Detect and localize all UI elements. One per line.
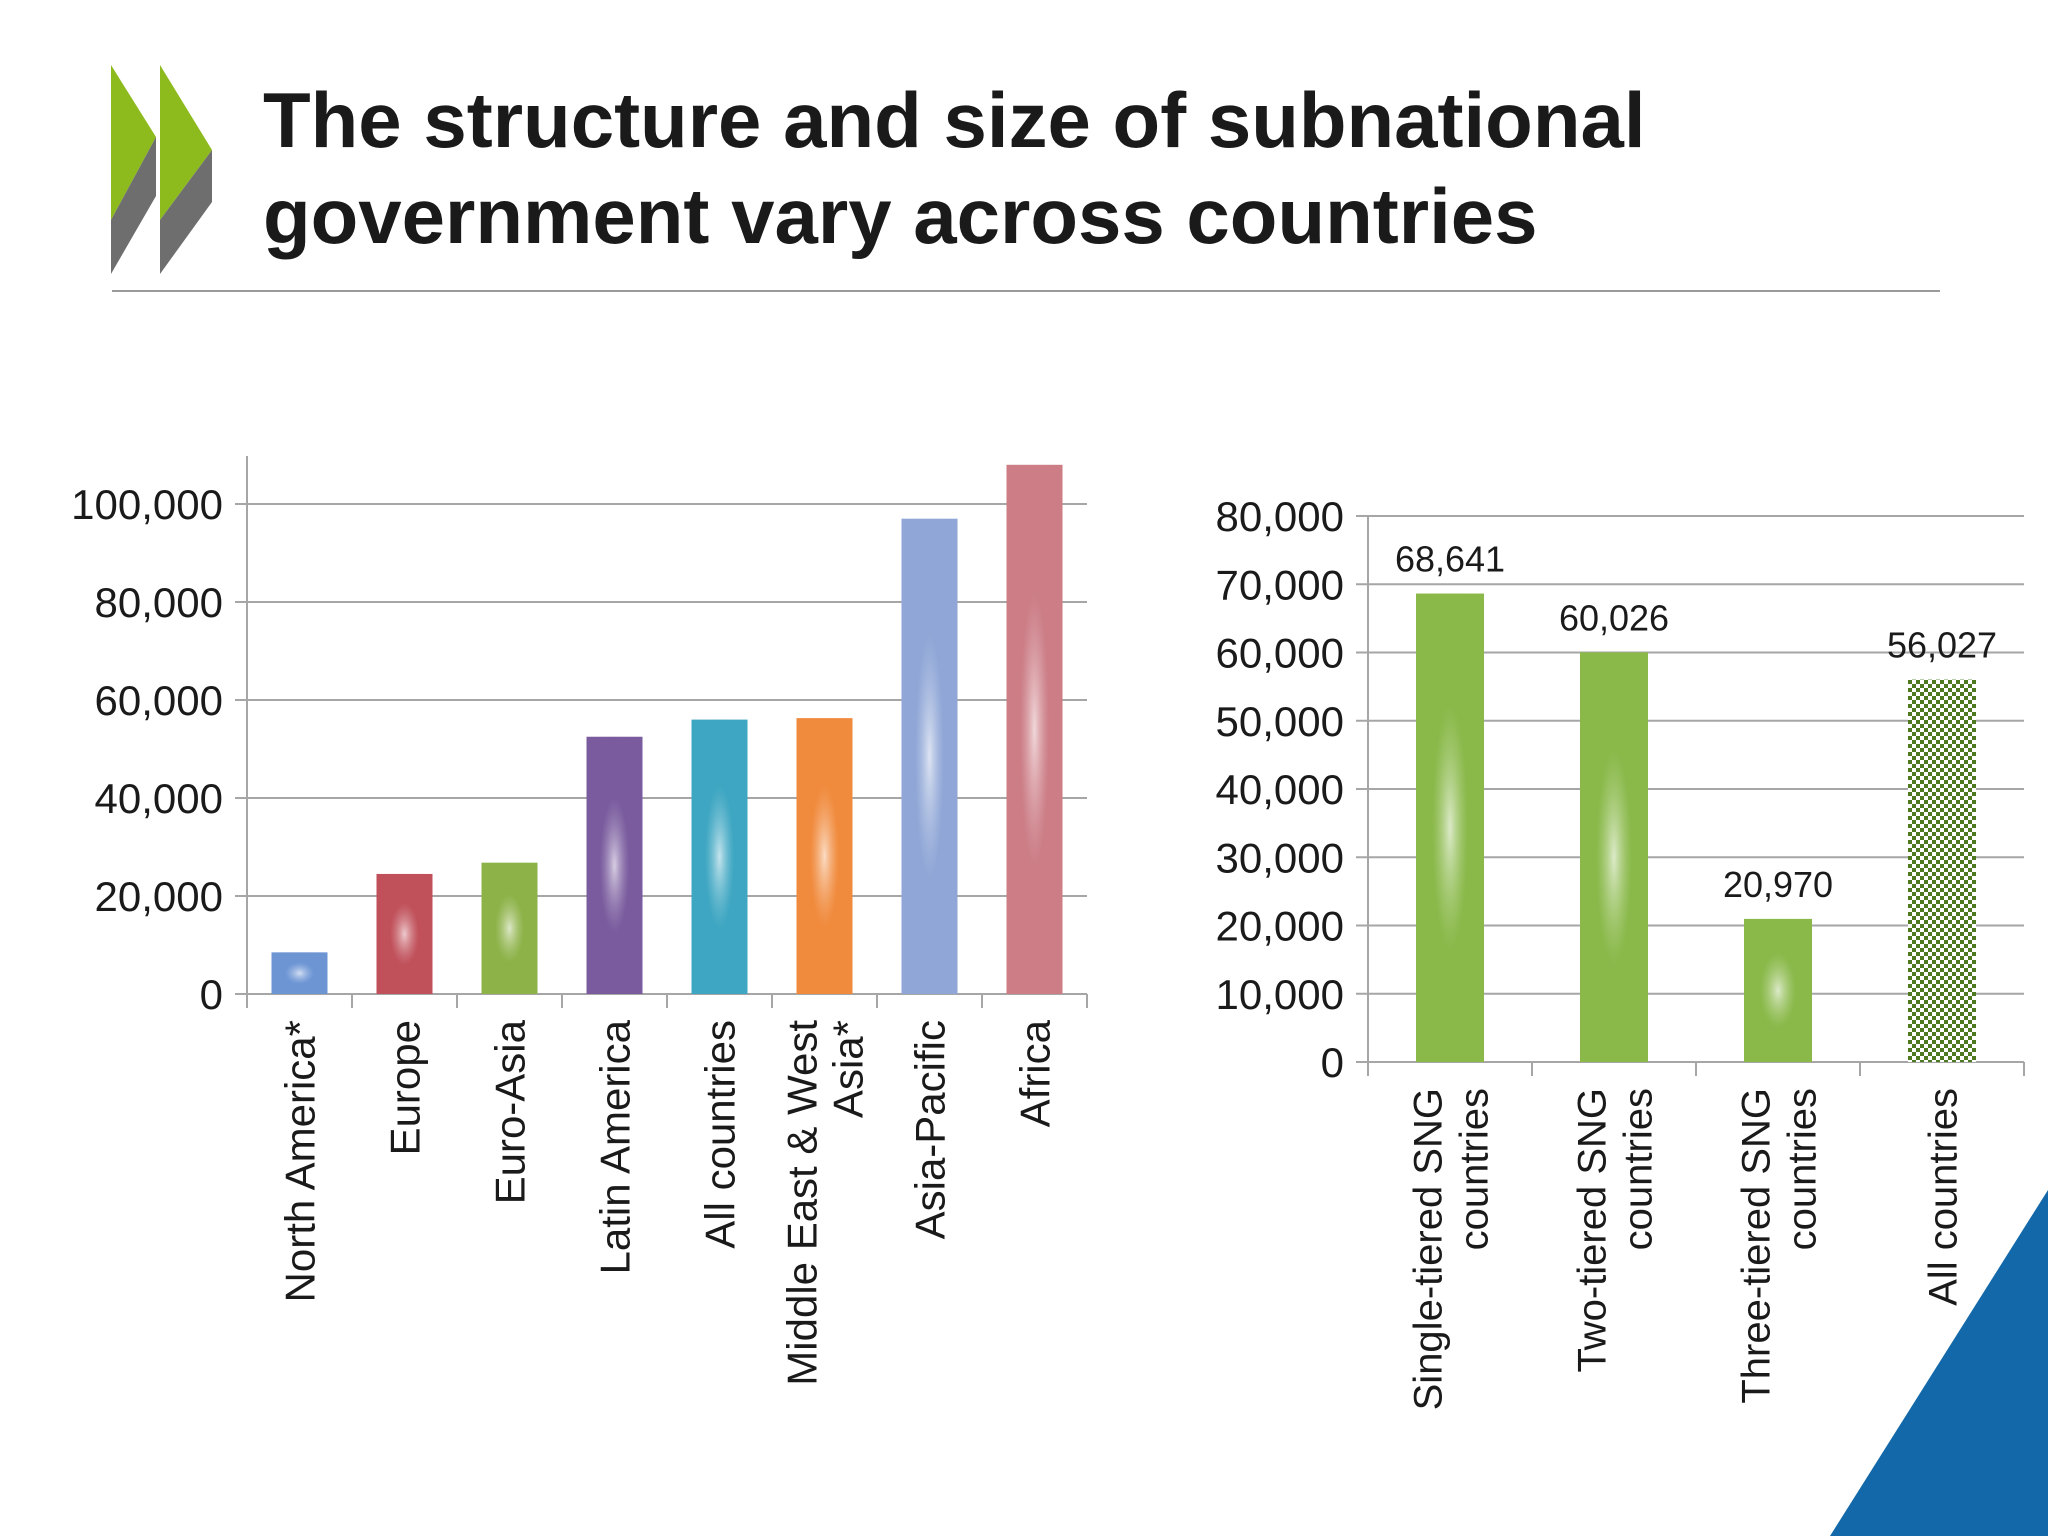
y-tick-label: 50,000: [1216, 698, 1344, 745]
svg-text:All countries: All countries: [697, 1020, 744, 1249]
bar-highlight: [586, 736, 643, 994]
data-label: 20,970: [1723, 864, 1833, 905]
y-tick-label: 60,000: [95, 677, 223, 724]
y-tick-label: 60,000: [1216, 630, 1344, 677]
x-tick-label-europe: Europe: [382, 1020, 429, 1155]
x-tick-label-latin-america: Latin America: [592, 1019, 639, 1274]
x-tick-label-all-countries: All countries: [1921, 1088, 1965, 1306]
svg-text:North America*: North America*: [277, 1020, 324, 1302]
bar-highlight: [481, 862, 538, 994]
y-tick-label: 80,000: [1216, 493, 1344, 540]
x-tick-label-euro-asia: Euro-Asia: [487, 1019, 534, 1204]
data-label: 68,641: [1395, 539, 1505, 580]
x-tick-label-asia-pacific: Asia-Pacific: [907, 1020, 954, 1239]
x-tick-label-north-america: North America*: [277, 1020, 324, 1302]
y-tick-label: 80,000: [95, 579, 223, 626]
svg-text:Latin America: Latin America: [592, 1019, 639, 1274]
x-tick-label-two-tiered-sng-countries: Two-tiered SNG countries: [1570, 1088, 1660, 1373]
chart-subnational-size-by-tier: 0 10,000 20,000 30,000 40,000 50,000 60,000 70,…: [1216, 493, 2025, 1410]
svg-text:countries: countries: [1452, 1088, 1496, 1250]
x-tick-label-single-tiered-sng-countries: Single-tiered SNG countries: [1406, 1088, 1496, 1410]
svg-text:Asia-Pacific: Asia-Pacific: [907, 1020, 954, 1239]
title-divider: [112, 290, 1940, 292]
y-tick-label: 30,000: [1216, 834, 1344, 881]
svg-text:Asia*: Asia*: [825, 1020, 872, 1118]
y-tick-label: 20,000: [95, 873, 223, 920]
corner-triangle-icon: [1830, 1190, 2048, 1536]
page-title-line-2: government vary across countries: [263, 172, 1538, 260]
svg-text:Euro-Asia: Euro-Asia: [487, 1019, 534, 1204]
x-tick-label-middle-east-west-asia: Middle East & West Asia*: [779, 1020, 872, 1386]
y-tick-label: 10,000: [1216, 971, 1344, 1018]
y-tick-label: 70,000: [1216, 561, 1344, 608]
bar-highlight: [691, 719, 748, 994]
bar-highlight: [1006, 464, 1063, 994]
y-tick-label: 100,000: [71, 481, 223, 528]
y-tick-label: 0: [200, 971, 223, 1018]
bar-highlight: [1580, 652, 1648, 1062]
bar-highlight: [901, 518, 958, 994]
svg-text:All countries: All countries: [1921, 1088, 1965, 1306]
svg-text:countries: countries: [1780, 1088, 1824, 1250]
chart-subnational-size-by-region: 0 20,000 40,000 60,000 80,000 100,000 North Am…: [71, 456, 1088, 1386]
y-tick-label: 40,000: [95, 775, 223, 822]
x-tick-label-africa: Africa: [1012, 1019, 1059, 1127]
x-tick-label-all-countries: All countries: [697, 1020, 744, 1249]
oecd-chevron-logo-icon: [111, 65, 212, 274]
y-tick-label: 40,000: [1216, 766, 1344, 813]
svg-text:Europe: Europe: [382, 1020, 429, 1155]
y-tick-label: 0: [1321, 1039, 1344, 1086]
svg-text:Three-tiered SNG: Three-tiered SNG: [1734, 1088, 1778, 1404]
svg-text:Africa: Africa: [1012, 1019, 1059, 1127]
svg-text:Single-tiered SNG: Single-tiered SNG: [1406, 1088, 1450, 1410]
bar-highlight: [376, 873, 433, 994]
y-tick-label: 20,000: [1216, 903, 1344, 950]
x-tick-label-three-tiered-sng-countries: Three-tiered SNG countries: [1734, 1088, 1824, 1404]
svg-text:Two-tiered SNG: Two-tiered SNG: [1570, 1088, 1614, 1373]
svg-text:Middle East & West: Middle East & West: [779, 1020, 826, 1386]
bar-highlight: [1416, 593, 1484, 1062]
bar-highlight: [1744, 918, 1812, 1062]
page-title: The structure and size of subnational go…: [263, 72, 1963, 264]
data-label: 60,026: [1559, 597, 1669, 638]
data-label: 56,027: [1887, 625, 1997, 666]
bar-highlight: [271, 952, 328, 994]
page-title-line-1: The structure and size of subnational: [263, 76, 1646, 164]
svg-text:countries: countries: [1616, 1088, 1660, 1250]
bar-all-countries: [1908, 679, 1976, 1062]
bar-highlight: [796, 718, 853, 994]
